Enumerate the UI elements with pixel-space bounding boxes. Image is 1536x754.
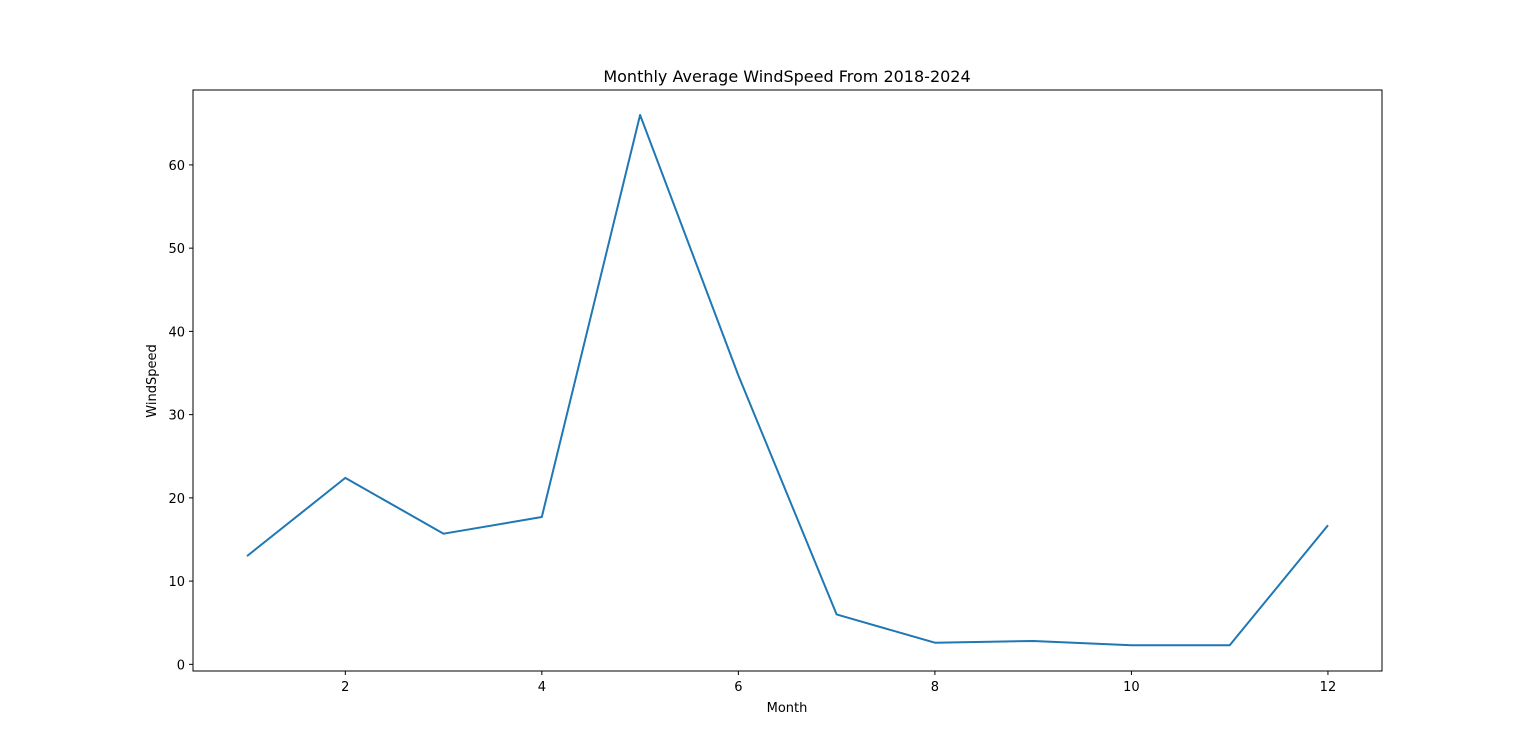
y-tick-label: 30: [168, 409, 185, 424]
x-tick-label: 10: [1123, 680, 1140, 695]
y-tick-label: 40: [168, 325, 185, 340]
x-tick-label: 12: [1320, 680, 1337, 695]
x-tick-label: 2: [341, 680, 349, 695]
y-tick-label: 60: [168, 159, 185, 174]
y-axis: 0 10 20 30 40 50 60: [168, 159, 193, 673]
y-tick-label: 0: [177, 658, 185, 673]
plot-area: [192, 89, 1383, 672]
x-axis-label: Month: [767, 701, 808, 716]
y-tick-label: 50: [168, 242, 185, 257]
y-axis-label: WindSpeed: [145, 344, 160, 417]
chart-title: Monthly Average WindSpeed From 2018-2024: [603, 67, 970, 86]
series-layer: [246, 114, 1329, 647]
x-axis: 2 4 6 8 10 12: [341, 671, 1336, 695]
series-line: [246, 114, 1329, 647]
y-tick-label: 10: [168, 575, 185, 590]
x-tick-label: 6: [734, 680, 742, 695]
y-tick-label: 20: [168, 492, 185, 507]
x-tick-label: 4: [538, 680, 546, 695]
x-tick-label: 8: [931, 680, 939, 695]
